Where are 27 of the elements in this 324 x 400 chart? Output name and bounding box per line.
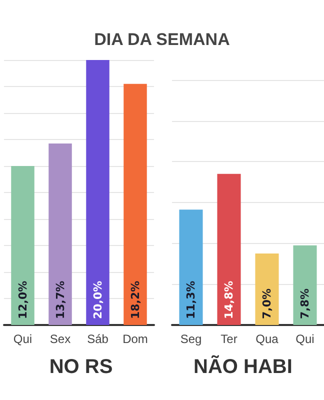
data-label: 11,3% bbox=[184, 280, 198, 319]
bar bbox=[179, 210, 203, 325]
x-tick-label: Qui bbox=[296, 332, 314, 346]
x-tick-label: Dom bbox=[122, 332, 148, 346]
x-tick-label: Seg bbox=[180, 332, 202, 346]
bar bbox=[293, 245, 317, 325]
data-label: 7,0% bbox=[260, 288, 274, 319]
bar bbox=[48, 143, 72, 325]
bar bbox=[86, 60, 110, 325]
bar bbox=[217, 174, 241, 325]
text: NÃO HABI bbox=[192, 356, 294, 379]
data-label: 14,8% bbox=[222, 280, 236, 319]
x-tick-label: Ter bbox=[220, 332, 238, 346]
data-label: 18,2% bbox=[128, 280, 142, 319]
data-label: 13,7% bbox=[54, 280, 67, 319]
data-label: 12,0% bbox=[16, 280, 30, 319]
text: NO RS bbox=[48, 356, 114, 379]
x-tick-label: Qui bbox=[13, 332, 32, 346]
x-tick-label: Sáb bbox=[87, 332, 109, 346]
data-label: 7,8% bbox=[298, 288, 312, 319]
x-tick-label: Sex bbox=[50, 332, 71, 346]
bar bbox=[255, 254, 279, 325]
x-tick-label: Qua bbox=[256, 332, 279, 346]
bar bbox=[124, 84, 147, 325]
chart-title: DIA DA SEMANA bbox=[93, 30, 231, 50]
data-label: 20,0% bbox=[91, 280, 104, 319]
bar bbox=[11, 166, 34, 325]
